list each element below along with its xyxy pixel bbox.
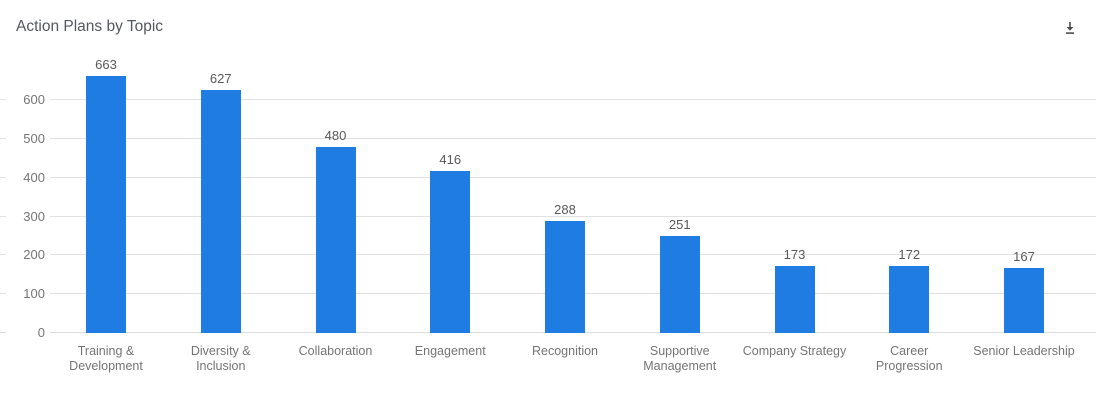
bar-value-label: 172 bbox=[898, 247, 921, 263]
bar[interactable] bbox=[86, 75, 126, 333]
x-axis-label: Diversity & Inclusion bbox=[190, 344, 251, 373]
bar[interactable] bbox=[659, 235, 700, 333]
x-axis-label: Company Strategy bbox=[742, 344, 847, 358]
bar[interactable] bbox=[200, 89, 241, 333]
bar[interactable] bbox=[889, 266, 930, 333]
gridline bbox=[0, 99, 1096, 100]
bar-value-label: 167 bbox=[1013, 249, 1035, 265]
download-button[interactable] bbox=[1060, 18, 1080, 38]
y-axis-tick-label: 0 bbox=[6, 325, 50, 341]
bar[interactable] bbox=[545, 221, 585, 333]
bar-value-label: 251 bbox=[668, 216, 691, 232]
gridline bbox=[0, 176, 1096, 178]
x-axis-label: Career Progression bbox=[875, 344, 943, 373]
bar-value-label: 480 bbox=[324, 127, 347, 143]
plot-area: 600 500 400 300 200 100 0 663 627 480 416 288 251 173… bbox=[0, 56, 1096, 341]
y-axis-tick-label: 300 bbox=[6, 208, 50, 225]
bar[interactable] bbox=[774, 265, 815, 333]
y-axis-tick-label: 400 bbox=[6, 169, 50, 186]
x-axis-label: Recognition bbox=[531, 344, 598, 358]
bar[interactable] bbox=[1004, 268, 1044, 333]
bar-value-label: 173 bbox=[783, 246, 806, 262]
x-axis-label: Training & Development bbox=[69, 344, 143, 373]
y-axis-tick-label: 600 bbox=[6, 92, 50, 108]
y-axis-tick-label: 500 bbox=[6, 130, 50, 147]
bar-value-label: 288 bbox=[554, 202, 576, 218]
gridline bbox=[0, 137, 1096, 139]
chart-title: Action Plans by Topic bbox=[16, 18, 164, 35]
bar-value-label: 416 bbox=[439, 152, 462, 168]
y-axis-tick-label: 200 bbox=[6, 247, 50, 264]
bar-value-label: 627 bbox=[209, 70, 232, 86]
bar[interactable] bbox=[430, 171, 471, 333]
gridline bbox=[0, 215, 1096, 217]
x-axis-label: Senior Leadership bbox=[973, 344, 1075, 358]
y-axis-tick-label: 100 bbox=[6, 286, 50, 303]
bar[interactable] bbox=[315, 146, 356, 333]
x-axis-label: Collaboration bbox=[298, 344, 373, 358]
download-icon bbox=[1062, 20, 1078, 36]
bar-value-label: 663 bbox=[95, 56, 117, 72]
x-axis-label: Engagement bbox=[414, 344, 486, 358]
x-axis-label: Supportive Management bbox=[643, 344, 717, 373]
